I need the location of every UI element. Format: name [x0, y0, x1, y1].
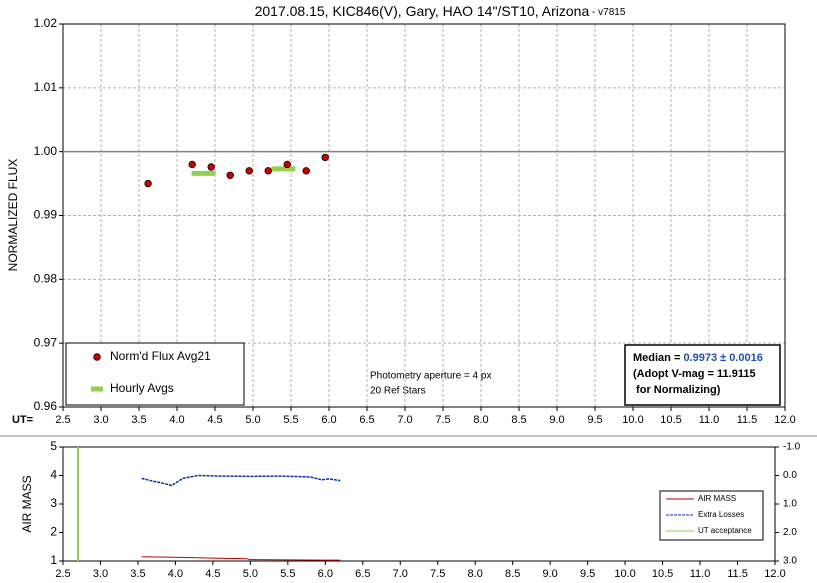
x-tick-label: 8.0 — [473, 414, 488, 426]
chart-title: 2017.08.15, KIC846(V), Gary, HAO 14"/ST1… — [255, 3, 626, 19]
x-tick-label: 8.5 — [505, 568, 520, 580]
data-point — [144, 179, 152, 188]
x-tick-label: 10.5 — [660, 414, 681, 426]
info-text: Median = 0.9973 ± 0.0016 — [633, 352, 763, 364]
data-point — [264, 167, 272, 175]
y-tick-label: 5 — [50, 439, 57, 453]
y-tick-label: 2 — [50, 525, 57, 539]
y2-tick-label: 2.0 — [783, 527, 797, 538]
annotation: Photometry aperture = 4 px — [370, 371, 491, 382]
x-tick-label: 7.5 — [435, 414, 450, 426]
data-point — [321, 153, 329, 162]
x-tick-label: 8.5 — [511, 414, 526, 426]
x-tick-label: 9.5 — [587, 414, 602, 426]
title: 2017.08.15, KIC846(V), Gary, HAO 14"/ST1… — [255, 3, 590, 19]
x-tick-label: 5.5 — [280, 568, 295, 580]
data-point — [188, 160, 196, 169]
x-tick-label: 10.5 — [652, 568, 673, 580]
x-tick-label: 3.5 — [131, 414, 146, 426]
x-tick-label: 9.0 — [543, 568, 558, 580]
y-axis-label: NORMALIZED FLUX — [6, 159, 20, 272]
x-tick-label: 5.5 — [283, 414, 298, 426]
plot-frame — [62, 446, 776, 562]
y-tick-label: 0.98 — [34, 272, 58, 286]
y-tick-label: 1.01 — [34, 80, 58, 94]
y-tick-label: 0.99 — [34, 208, 58, 222]
y2-tick-label: 0.0 — [783, 470, 797, 481]
x-tick-label: 11.5 — [737, 414, 758, 426]
y-tick-label: 1 — [50, 553, 57, 567]
x-tick-label: 10.0 — [622, 414, 643, 426]
x-tick-label: 4.5 — [205, 568, 220, 580]
x-axis-label: UT= — [12, 414, 33, 426]
plot-frame — [62, 23, 786, 408]
subtitle: - v7815 — [589, 7, 626, 18]
y2-tick-label: 1.0 — [783, 499, 797, 510]
x-tick-label: 9.0 — [549, 414, 564, 426]
data-point — [302, 167, 310, 175]
x-tick-label: 6.5 — [355, 568, 370, 580]
x-tick-label: 12.0 — [774, 414, 795, 426]
y-axis-label: AIR MASS — [20, 475, 34, 532]
x-tick-label: 2.5 — [55, 568, 70, 580]
series-line — [141, 474, 341, 487]
legend-label: Hourly Avgs — [110, 381, 174, 395]
y-tick-label: 4 — [50, 468, 57, 482]
x-tick-label: 7.5 — [430, 568, 445, 580]
legend-label: Extra Losses — [698, 510, 744, 519]
y-tick-label: 3 — [50, 496, 57, 510]
x-tick-label: 2.5 — [55, 414, 70, 426]
legend-label: UT acceptance — [698, 526, 752, 535]
legend — [65, 342, 245, 406]
y2-tick-label: 3.0 — [783, 556, 797, 567]
x-tick-label: 4.0 — [168, 568, 183, 580]
info-label: Median = — [633, 352, 683, 364]
x-tick-label: 8.0 — [468, 568, 483, 580]
legend-marker — [93, 353, 101, 361]
annotation: 20 Ref Stars — [370, 386, 426, 397]
x-tick-label: 5.0 — [243, 568, 258, 580]
info-text: for Normalizing) — [633, 384, 721, 396]
info-box — [624, 344, 781, 406]
info-value: 0.9973 ± 0.0016 — [683, 352, 762, 364]
x-tick-label: 6.0 — [321, 414, 336, 426]
y-tick-label: 0.96 — [34, 399, 58, 413]
x-tick-label: 12.0 — [764, 568, 785, 580]
data-point — [226, 171, 234, 179]
data-point — [283, 160, 291, 169]
x-tick-label: 9.5 — [580, 568, 595, 580]
x-tick-label: 4.0 — [169, 414, 184, 426]
x-tick-label: 11.0 — [690, 568, 711, 580]
x-tick-label: 3.5 — [130, 568, 145, 580]
y-tick-label: 1.02 — [34, 16, 58, 30]
x-tick-label: 7.0 — [393, 568, 408, 580]
legend-label: AIR MASS — [698, 494, 736, 503]
y2-tick-label: -1.0 — [783, 442, 801, 453]
x-tick-label: 3.0 — [93, 568, 108, 580]
legend-label: Norm'd Flux Avg21 — [110, 349, 211, 363]
y-tick-label: 1.00 — [34, 144, 58, 158]
data-point — [245, 167, 253, 175]
y-tick-label: 0.97 — [34, 335, 58, 349]
x-tick-label: 7.0 — [397, 414, 412, 426]
x-tick-label: 5.0 — [245, 414, 260, 426]
data-point — [207, 163, 215, 171]
info-text: (Adopt V-mag = 11.9115 — [633, 368, 756, 380]
x-tick-label: 10.0 — [614, 568, 635, 580]
x-tick-label: 11.0 — [699, 414, 720, 426]
x-tick-label: 6.5 — [359, 414, 374, 426]
x-tick-label: 4.5 — [207, 414, 222, 426]
x-tick-label: 11.5 — [727, 568, 748, 580]
x-tick-label: 6.0 — [318, 568, 333, 580]
series-line — [141, 556, 341, 561]
x-tick-label: 3.0 — [93, 414, 108, 426]
